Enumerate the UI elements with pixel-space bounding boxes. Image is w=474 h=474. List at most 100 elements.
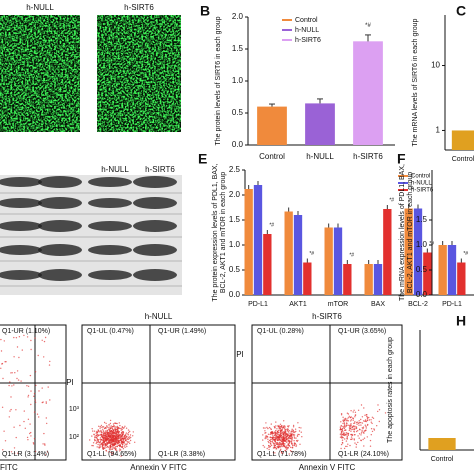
event-dot [272, 447, 275, 449]
event-dot [268, 446, 270, 448]
flow-frame [81, 324, 236, 461]
event-dot [343, 420, 346, 422]
event-dot [112, 447, 114, 449]
event-dot [116, 425, 119, 428]
event-dot [16, 377, 18, 380]
event-dot [95, 442, 97, 445]
event-dot [352, 419, 354, 421]
event-dot [112, 431, 114, 434]
event-dot [46, 422, 48, 425]
event-dot [118, 422, 121, 424]
event-dot [129, 442, 131, 445]
x-tick-label: Control [431, 456, 454, 463]
event-dot [358, 422, 361, 424]
event-dot [285, 445, 288, 447]
event-dot [123, 435, 126, 438]
event-dot [123, 438, 125, 440]
event-dot [29, 432, 31, 435]
event-dot [30, 339, 32, 342]
blot-band [0, 221, 42, 231]
event-dot [288, 430, 290, 432]
event-dot [361, 416, 364, 418]
y-tick-label: 0.5 [416, 265, 428, 274]
event-dot [108, 439, 111, 442]
panel-label: B [200, 3, 210, 19]
event-dot [102, 433, 105, 435]
event-dot [112, 423, 115, 425]
event-dot [271, 432, 273, 435]
event-dot [276, 432, 278, 434]
event-dot [287, 444, 289, 446]
event-dot [108, 432, 110, 434]
event-dot [13, 356, 15, 358]
event-dot [353, 409, 355, 411]
event-dot [111, 448, 114, 450]
quadrant-label: Q1-UR (1.49%) [158, 328, 206, 335]
event-dot [102, 428, 104, 430]
event-dot [344, 433, 347, 436]
event-dot [27, 439, 29, 441]
event-dot [345, 420, 347, 422]
event-dot [122, 427, 125, 429]
event-dot [357, 409, 360, 411]
event-dot [49, 360, 51, 363]
event-dot [281, 452, 283, 454]
event-dot [99, 431, 101, 433]
event-dot [124, 425, 126, 427]
event-dot [342, 419, 344, 421]
y-axis-label: The mRNA levels of SIRT6 in each group [412, 18, 419, 146]
event-dot [34, 401, 37, 403]
event-dot [366, 424, 369, 426]
event-dot [352, 417, 354, 419]
event-dot [347, 413, 350, 415]
event-dot [377, 404, 379, 406]
flow-xlabel: Annexin V FITC [299, 463, 356, 472]
event-dot [262, 444, 264, 447]
event-dot [363, 407, 365, 409]
event-dot [104, 439, 107, 441]
event-dot [270, 436, 273, 439]
event-dot [111, 452, 113, 454]
event-dot [112, 429, 115, 431]
event-dot [99, 426, 102, 428]
event-dot [268, 441, 270, 444]
event-dot [360, 432, 363, 434]
event-dot [343, 423, 346, 425]
x-tick-label: AKT1 [289, 301, 307, 308]
event-dot [132, 435, 134, 437]
event-dot [111, 433, 113, 435]
event-dot [286, 447, 288, 450]
event-dot [120, 427, 122, 430]
event-dot [350, 410, 352, 412]
event-dot [270, 431, 273, 433]
event-dot [107, 426, 109, 429]
event-dot [264, 437, 266, 440]
event-dot [114, 442, 116, 445]
event-dot [277, 429, 280, 432]
event-dot [353, 439, 355, 441]
event-dot [1, 363, 3, 365]
event-dot [360, 439, 362, 442]
event-dot [291, 440, 293, 442]
event-dot [298, 433, 300, 436]
event-dot [121, 434, 123, 436]
event-dot [132, 431, 134, 433]
y-tick-label: 1.0 [229, 240, 241, 249]
event-dot [93, 430, 96, 432]
event-dot [368, 419, 371, 421]
blot-band [133, 220, 177, 232]
event-dot [93, 438, 96, 441]
event-dot [265, 437, 268, 439]
event-dot [121, 437, 124, 440]
event-dot [109, 422, 112, 425]
event-dot [282, 442, 284, 444]
event-dot [105, 444, 108, 447]
y-tick-label: 0.5 [232, 108, 244, 117]
event-dot [120, 449, 122, 451]
event-dot [274, 444, 276, 447]
event-dot [378, 420, 380, 423]
bar [364, 264, 373, 295]
event-dot [280, 435, 282, 438]
event-dot [27, 385, 30, 387]
event-dot [123, 443, 125, 445]
